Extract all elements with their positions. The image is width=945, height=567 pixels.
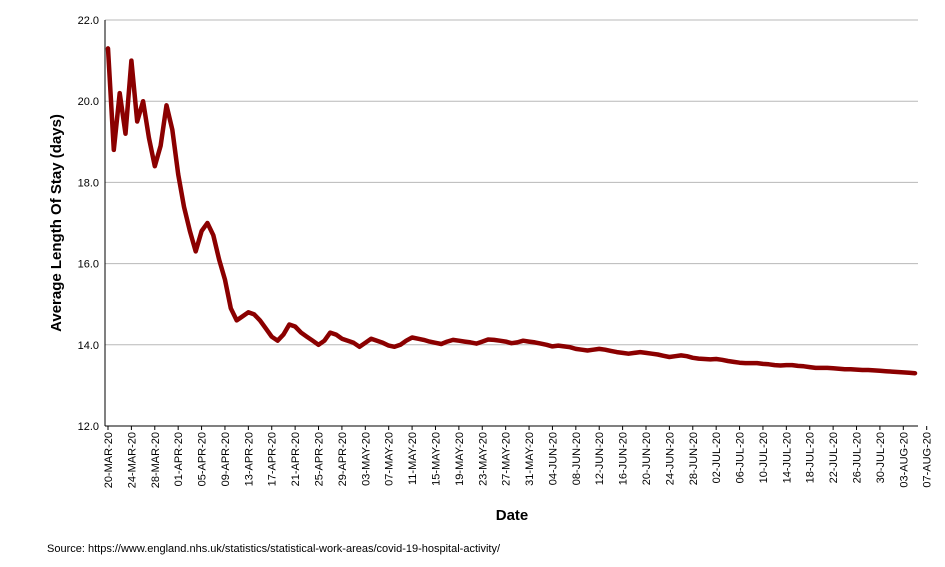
x-axis-title: Date — [496, 507, 529, 524]
x-tick-label: 06-JUL-20 — [735, 432, 747, 483]
x-tick-label: 22-JUL-20 — [828, 432, 840, 483]
x-tick-label: 30-JUL-20 — [875, 432, 887, 483]
axes — [104, 20, 928, 430]
x-tick-label: 17-APR-20 — [267, 432, 279, 486]
x-tick-label: 03-AUG-20 — [898, 432, 910, 488]
x-tick-label: 25-APR-20 — [314, 432, 326, 486]
x-tick-label: 19-MAY-20 — [454, 432, 466, 486]
x-tick-label: 16-JUN-20 — [618, 432, 630, 485]
x-tick-label: 15-MAY-20 — [430, 432, 442, 486]
x-tick-label: 26-JUL-20 — [852, 432, 864, 483]
x-tick-label: 24-MAR-20 — [126, 432, 138, 488]
x-tick-label: 28-JUN-20 — [688, 432, 700, 485]
x-tick-label: 27-MAY-20 — [501, 432, 513, 486]
x-tick-label: 18-JUL-20 — [805, 432, 817, 483]
x-tick-label: 20-MAR-20 — [103, 432, 115, 488]
x-tick-label: 08-JUN-20 — [571, 432, 583, 485]
y-tick-label: 14.0 — [78, 340, 99, 352]
y-tick-label: 18.0 — [78, 177, 99, 189]
x-tick-label: 29-APR-20 — [337, 432, 349, 486]
y-tick-label: 22.0 — [78, 15, 99, 27]
series — [105, 46, 918, 376]
x-tick-label: 31-MAY-20 — [524, 432, 536, 486]
y-axis-title: Average Length Of Stay (days) — [48, 114, 65, 332]
x-tick-label: 23-MAY-20 — [477, 432, 489, 486]
x-tick-label: 07-AUG-20 — [922, 432, 934, 488]
x-tick-label: 12-JUN-20 — [594, 432, 606, 485]
y-tick-label: 20.0 — [78, 96, 99, 108]
x-tick-label: 20-JUN-20 — [641, 432, 653, 485]
x-tick-label: 04-JUN-20 — [547, 432, 559, 485]
y-tick-label: 16.0 — [78, 259, 99, 271]
x-tick-label: 01-APR-20 — [173, 432, 185, 486]
series-line — [105, 46, 918, 376]
x-tick-label: 10-JUL-20 — [758, 432, 770, 483]
x-tick-label: 11-MAY-20 — [407, 432, 419, 485]
y-tick-labels: 12.0 14.0 16.0 18.0 20.0 22.0 — [78, 15, 99, 433]
source-note: Source: https://www.england.nhs.uk/stati… — [47, 543, 501, 555]
x-tick-label: 03-MAY-20 — [360, 432, 372, 486]
x-tick-label: 21-APR-20 — [290, 432, 302, 486]
x-tick-labels: 20-MAR-20 24-MAR-20 28-MAR-20 01-APR-20 05-A… — [103, 432, 934, 488]
x-tick-label: 02-JUL-20 — [711, 432, 723, 483]
x-tick-label: 07-MAY-20 — [384, 432, 396, 486]
y-tick-label: 12.0 — [78, 421, 99, 433]
gridlines — [105, 19, 918, 346]
x-tick-label: 09-APR-20 — [220, 432, 232, 486]
x-tick-label: 14-JUL-20 — [781, 432, 793, 483]
x-tick-label: 05-APR-20 — [197, 432, 209, 486]
x-tick-label: 13-APR-20 — [243, 432, 255, 486]
x-tick-label: 24-JUN-20 — [664, 432, 676, 485]
x-tick-label: 28-MAR-20 — [150, 432, 162, 488]
